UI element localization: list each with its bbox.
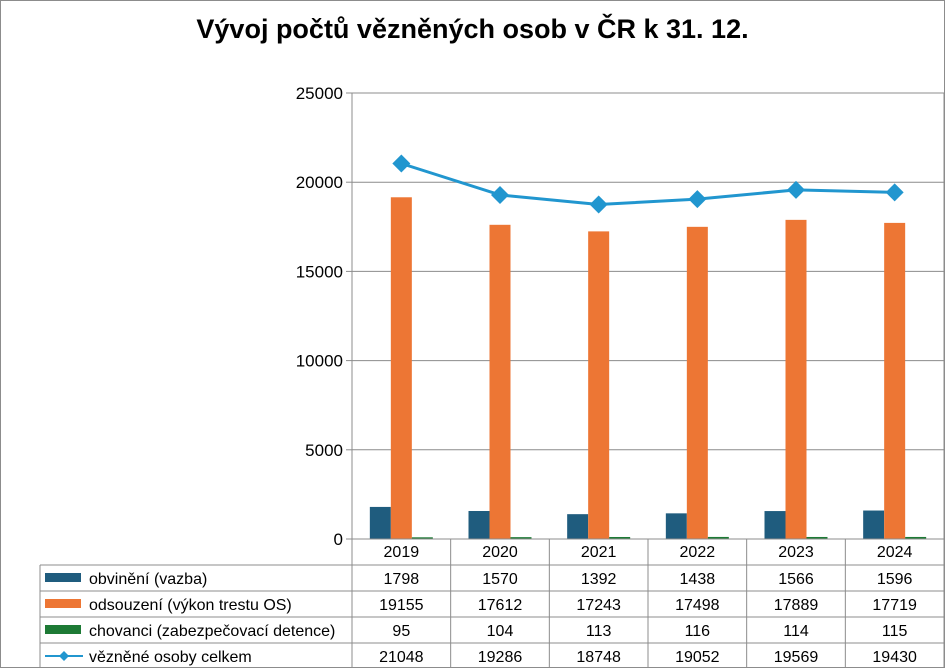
- legend-label: chovanci (zabezpečovací detence): [89, 623, 335, 640]
- table-value: 17612: [478, 597, 523, 614]
- table-value: 113: [586, 623, 612, 640]
- legend-label: odsouzení (výkon trestu OS): [89, 597, 292, 614]
- bar: [665, 513, 687, 539]
- bar: [411, 537, 433, 539]
- table-value: 17889: [774, 597, 819, 614]
- y-tick-label: 5000: [305, 441, 343, 460]
- table-value: 116: [685, 623, 711, 640]
- bar: [806, 536, 828, 539]
- category-label: 2020: [482, 544, 518, 561]
- table-value: 19430: [872, 649, 917, 666]
- chart-title: Vývoj počtů vězněných osob v ČR k 31. 12…: [196, 14, 749, 44]
- category-label: 2021: [581, 544, 617, 561]
- line-point-marker: [589, 195, 608, 214]
- y-tick-label: 10000: [296, 352, 343, 371]
- table-value: 1570: [482, 571, 518, 588]
- category-label: 2024: [877, 544, 913, 561]
- table-value: 19052: [675, 649, 720, 666]
- line-point-marker: [885, 183, 904, 202]
- category-label: 2023: [778, 544, 814, 561]
- table-value: 19286: [478, 649, 523, 666]
- table-value: 1596: [877, 571, 913, 588]
- line-point-marker: [688, 190, 707, 209]
- bar: [905, 536, 927, 539]
- table-value: 1438: [680, 571, 716, 588]
- table-value: 95: [392, 623, 410, 640]
- bar: [489, 224, 511, 539]
- category-label: 2019: [384, 544, 420, 561]
- legend-label: vězněné osoby celkem: [89, 649, 252, 666]
- bar: [764, 511, 786, 539]
- table-value: 114: [783, 623, 809, 640]
- line-point-marker: [787, 180, 805, 199]
- category-label: 2022: [680, 544, 716, 561]
- table-value: 17719: [872, 597, 917, 614]
- table-value: 19155: [379, 597, 424, 614]
- bar: [609, 536, 631, 539]
- y-tick-label: 0: [334, 530, 343, 549]
- series-line: [400, 162, 895, 207]
- y-tick-label: 20000: [296, 173, 343, 192]
- y-tick-label: 15000: [296, 262, 343, 281]
- legend-label: obvinění (vazba): [89, 571, 207, 588]
- table-value: 1566: [778, 571, 814, 588]
- bar: [863, 510, 885, 539]
- legend-key: [45, 599, 81, 608]
- table-value: 17243: [576, 597, 621, 614]
- bar: [390, 197, 412, 540]
- table-value: 21048: [379, 649, 424, 666]
- table-value: 18748: [576, 649, 621, 666]
- table-value: 104: [487, 623, 514, 640]
- table-value: 115: [882, 623, 908, 640]
- table-value: 1798: [384, 571, 420, 588]
- bar: [686, 226, 708, 539]
- table-value: 1392: [581, 571, 617, 588]
- bar: [468, 510, 490, 539]
- bar: [707, 536, 729, 539]
- bar: [588, 231, 610, 539]
- bar: [884, 222, 906, 539]
- bar: [785, 219, 807, 540]
- line-point-marker: [392, 154, 411, 173]
- legend-key: [45, 625, 81, 634]
- bar: [369, 506, 391, 539]
- table-value: 19569: [774, 649, 819, 666]
- legend-key: [45, 573, 81, 582]
- line-point-marker: [491, 185, 509, 204]
- legend-key-marker: [59, 651, 69, 661]
- bar: [510, 537, 532, 539]
- bar: [567, 514, 589, 539]
- table-value: 17498: [675, 597, 720, 614]
- y-tick-label: 25000: [296, 84, 343, 103]
